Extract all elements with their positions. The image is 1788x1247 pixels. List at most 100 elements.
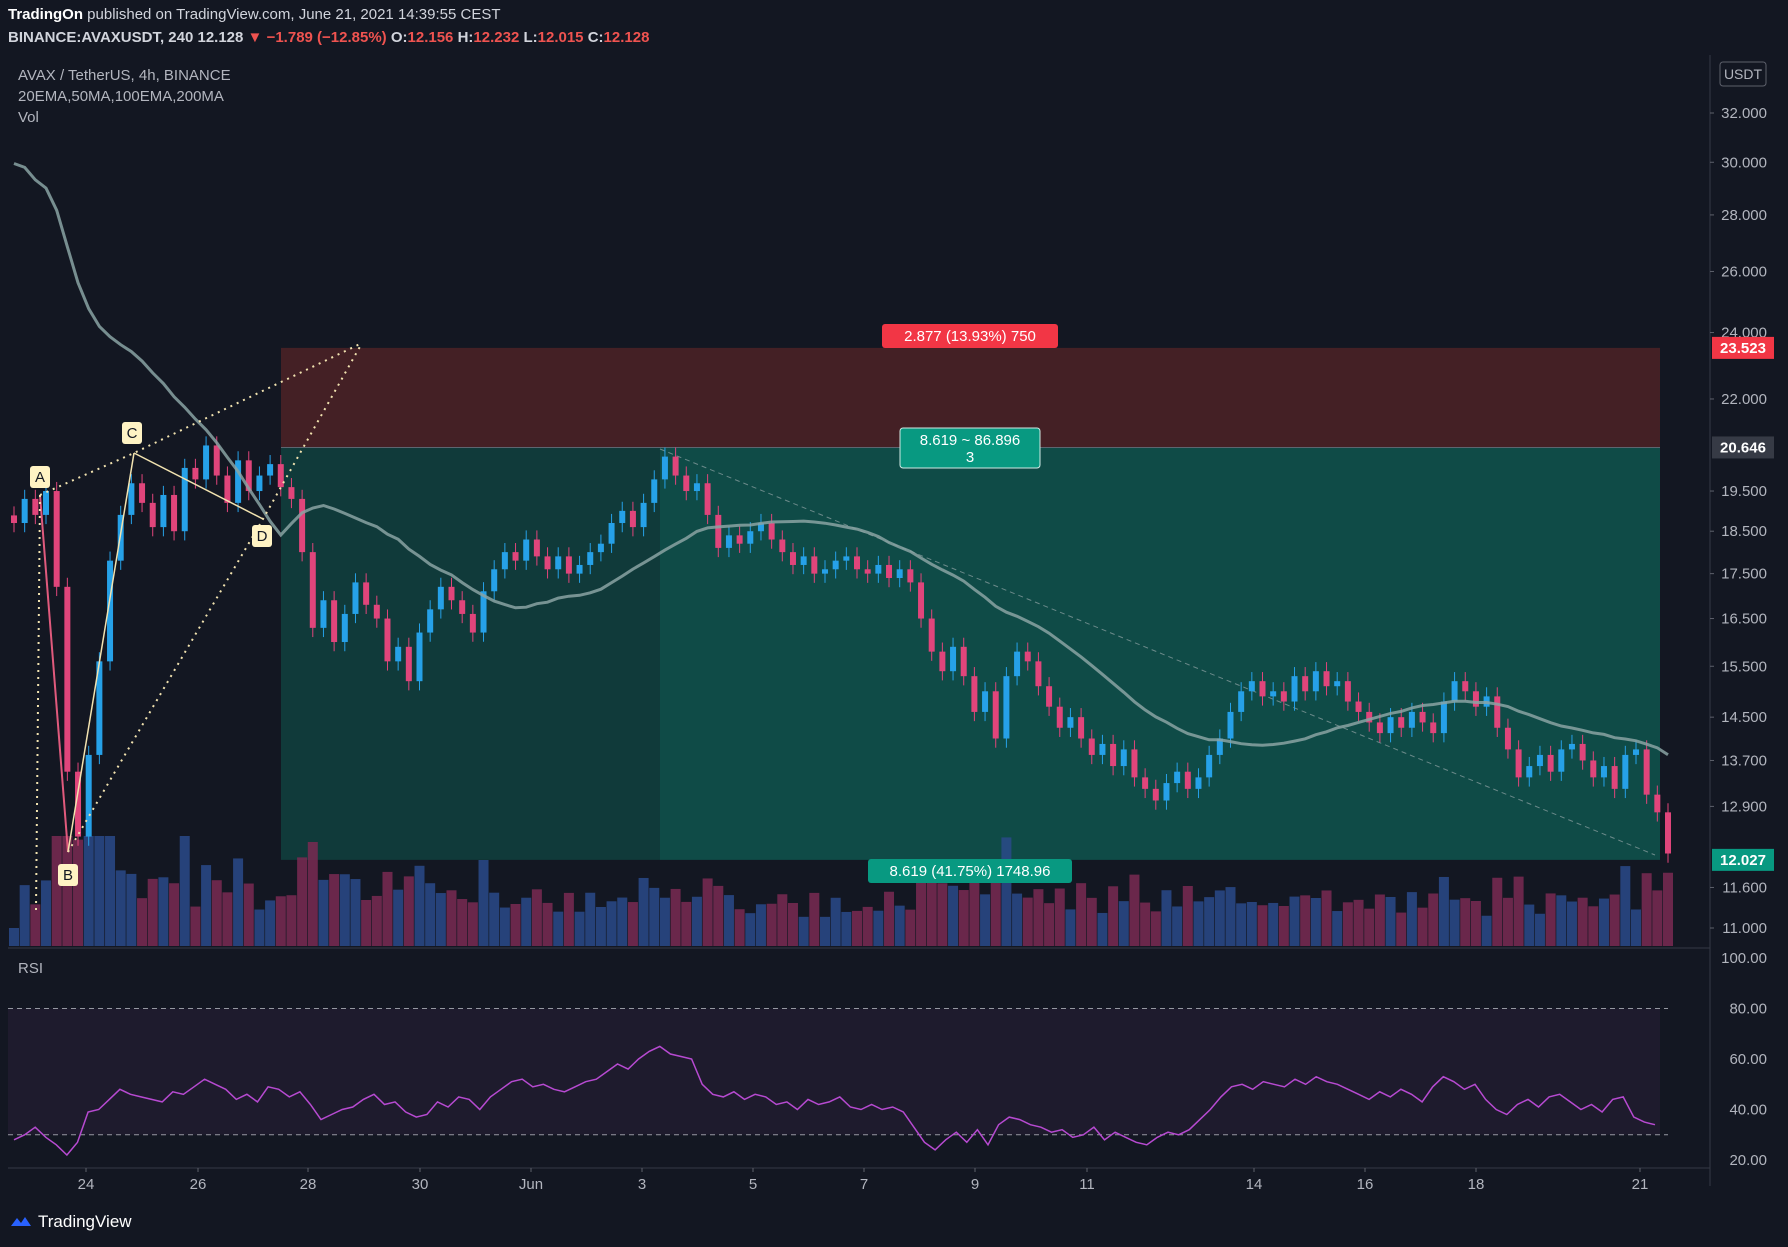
candle-body (1291, 676, 1298, 702)
rsi-legend[interactable]: RSI (18, 960, 44, 977)
volume-bar (1353, 899, 1364, 946)
candle-body (459, 600, 466, 614)
time-axis[interactable]: 24 26 28 30 Jun 3 5 7 9 11 14 16 18 21 (78, 1168, 1649, 1193)
candle-body (128, 483, 135, 515)
volume-bar (1012, 893, 1023, 946)
price-tick-label: 18.500 (1721, 523, 1767, 540)
pattern-lower-channel (67, 342, 363, 853)
candle-body (1665, 812, 1671, 854)
pattern-point-box (30, 466, 50, 488)
candle-body (1003, 676, 1010, 739)
volume-bar (435, 893, 446, 946)
price-tick-label: 12.900 (1721, 798, 1767, 815)
time-tick-label: 14 (1246, 1176, 1263, 1193)
volume-bar (147, 878, 158, 946)
time-tick-label: 11 (1079, 1176, 1095, 1193)
volume-bar (734, 909, 745, 946)
volume-bar (190, 906, 201, 946)
candle-body (32, 498, 39, 515)
candle-body (160, 494, 167, 528)
price-axis[interactable]: USDT 11.000 11.600 12.900 13.700 14.500 15.500… (1710, 61, 1774, 937)
volume-bar (414, 865, 425, 946)
candle-body (960, 646, 967, 677)
stop-label-box (882, 324, 1058, 348)
candle-body (544, 556, 551, 570)
close-label: C: (587, 29, 604, 46)
volume-bar (563, 892, 574, 946)
volume-bar (617, 897, 628, 946)
price-marker-box (1712, 436, 1774, 459)
series-legend[interactable]: AVAX / TetherUS, 4h, BINANCE (18, 67, 231, 84)
price-tick-label: 26.000 (1721, 263, 1767, 280)
unit-label: USDT (1724, 66, 1763, 82)
candle-body (1590, 760, 1597, 778)
candle-body (768, 523, 775, 540)
candle-body (1568, 743, 1575, 750)
candle-body (1622, 754, 1629, 789)
volume-bar (1150, 911, 1161, 946)
candle-body (1536, 754, 1543, 767)
volume-bar (1598, 898, 1609, 946)
target-label-box (868, 859, 1072, 883)
moving-average-line (13, 162, 1669, 757)
candle-body (1152, 788, 1159, 801)
volume-bar (73, 839, 84, 946)
time-tick-label: 24 (78, 1176, 95, 1193)
volume-bar (787, 903, 798, 946)
price-marker-box (1712, 848, 1774, 871)
candle-body (608, 523, 615, 544)
volume-bar (1236, 903, 1247, 946)
price-tick-label: 11.600 (1722, 879, 1767, 896)
volume-bar (403, 876, 414, 946)
candle-body (672, 456, 679, 476)
volume-bar (318, 879, 329, 946)
volume-bar (393, 889, 404, 946)
candle-body (373, 604, 380, 619)
volume-bar (723, 895, 734, 946)
candle-body (1110, 743, 1117, 767)
indicator-legend[interactable]: 20EMA,50MA,100EMA,200MA (18, 88, 224, 105)
volume-bar (83, 836, 94, 946)
volume-bar (254, 909, 265, 946)
volume-bar (19, 885, 30, 946)
volume-bar (1033, 889, 1044, 946)
publisher-name[interactable]: TradingOn (8, 6, 83, 23)
candle-body (256, 475, 263, 492)
volume-bar (1556, 895, 1567, 946)
candle-body (523, 539, 530, 561)
volume-bar (1428, 893, 1439, 946)
time-tick-label: Jun (519, 1176, 543, 1193)
volume-bar (297, 857, 308, 946)
candle-body (171, 494, 178, 532)
volume-bar (425, 883, 436, 946)
volume-bar (382, 871, 393, 946)
volume-bar (115, 870, 126, 946)
volume-bar (1385, 896, 1396, 946)
volume-bar (670, 888, 681, 946)
volume-bar (478, 860, 489, 946)
symbol-label[interactable]: BINANCE:AVAXUSDT, 240 (8, 29, 194, 46)
volume-bar (1417, 907, 1428, 946)
volume-bar (948, 885, 959, 946)
volume-bar (1278, 906, 1289, 946)
volume-bar (649, 887, 660, 946)
candle-body (1376, 722, 1383, 734)
volume-bar (1396, 912, 1407, 946)
candle-body (1643, 749, 1650, 795)
candle-body (203, 445, 210, 480)
brand-name: TradingView (38, 1212, 132, 1231)
time-tick-label: 28 (300, 1176, 317, 1193)
volume-bar (1161, 890, 1172, 946)
candle-body (1611, 766, 1618, 789)
volume-legend[interactable]: Vol (18, 109, 39, 126)
candle-body (1579, 743, 1586, 761)
high-value: 12.232 (473, 29, 520, 46)
candle-body (480, 591, 487, 633)
volume-bar (1630, 909, 1641, 946)
tradingview-brand[interactable]: TradingView (10, 1212, 132, 1232)
price-tick-label: 19.500 (1721, 483, 1767, 500)
volume-bar (1289, 896, 1300, 946)
volume-bar (1438, 876, 1449, 946)
volume-bar (158, 877, 169, 946)
